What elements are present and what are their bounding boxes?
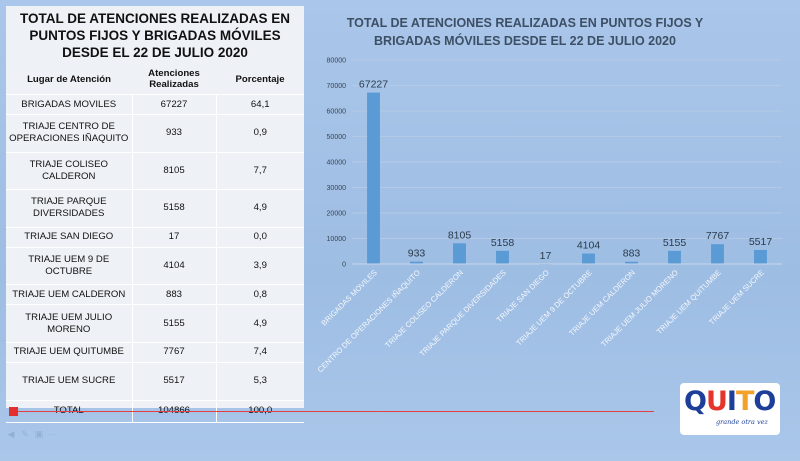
column-header-count: Atenciones Realizadas: [132, 64, 216, 95]
bar: [496, 250, 509, 264]
logo-wordmark: QUITO: [684, 386, 776, 417]
data-label: 5158: [491, 237, 515, 249]
cell-place: TRIAJE PARQUE DIVERSIDADES: [6, 189, 133, 228]
table-row: TRIAJE UEM CALDERON 883 0,8: [6, 284, 304, 306]
x-tick-label: TRIAJE PARQUE DIVERSIDADES: [418, 268, 508, 358]
previous-icon[interactable]: ◀: [7, 429, 15, 439]
attention-table: Lugar de Atención Atenciones Realizadas …: [6, 64, 304, 423]
cell-count: 883: [132, 284, 217, 306]
cell-percentage: 5,3: [216, 362, 304, 401]
data-label: 7767: [706, 230, 730, 242]
y-tick-label: 10000: [327, 236, 347, 243]
cell-place: TRIAJE UEM QUITUMBE: [6, 342, 133, 363]
y-tick-label: 60000: [327, 109, 347, 116]
table-row: TRIAJE UEM JULIO MORENO 5155 4,9: [6, 304, 304, 343]
bar: [453, 243, 466, 264]
column-header-percentage: Porcentaje: [216, 64, 304, 95]
y-tick-label: 50000: [327, 134, 347, 141]
logo-tagline: grande otra vez: [716, 418, 768, 426]
cell-percentage: 64,1: [216, 94, 304, 115]
table-header-row: Lugar de Atención Atenciones Realizadas …: [6, 64, 304, 95]
cell-percentage: 0,8: [216, 284, 304, 306]
data-label: 5155: [663, 237, 687, 249]
chart-title: TOTAL DE ATENCIONES REALIZADAS EN PUNTOS…: [346, 16, 704, 48]
slides-icon[interactable]: ▣: [34, 429, 44, 439]
cell-count: 8105: [132, 152, 217, 191]
y-tick-label: 70000: [327, 83, 347, 90]
table-row: BRIGADAS MOVILES 67227 64,1: [6, 94, 304, 115]
data-label: 4104: [577, 240, 601, 252]
table-row: TRIAJE PARQUE DIVERSIDADES 5158 4,9: [6, 189, 304, 228]
cell-place: TRIAJE UEM JULIO MORENO: [6, 304, 133, 343]
cell-percentage: 7,7: [216, 152, 304, 191]
player-controls: ◀ ✎ ▣ ⋯: [6, 430, 58, 439]
cell-place: TRIAJE COLISEO CALDERON: [6, 152, 133, 191]
column-header-place: Lugar de Atención: [6, 64, 132, 95]
pen-icon[interactable]: ✎: [21, 429, 29, 439]
data-label: 933: [408, 248, 426, 260]
cell-count: 67227: [132, 94, 217, 115]
x-tick-label: TRIAJE COLISEO CALDERON: [383, 268, 465, 350]
cell-count: 5517: [132, 362, 217, 401]
cell-place: TRIAJE SAN DIEGO: [6, 227, 133, 248]
data-label: 883: [623, 248, 641, 260]
cell-place: TRIAJE UEM SUCRE: [6, 362, 133, 401]
y-tick-label: 30000: [327, 185, 347, 192]
cell-count: 5155: [132, 304, 217, 343]
table-row: TRIAJE COLISEO CALDERON 8105 7,7: [6, 152, 304, 191]
data-label: 8105: [448, 229, 472, 241]
bar: [625, 261, 638, 264]
bar: [582, 253, 595, 264]
cell-percentage: 7,4: [216, 342, 304, 363]
cell-place: TRIAJE UEM 9 DE OCTUBRE: [6, 247, 133, 286]
bar-chart: 0 10000 20000 30000 40000 50000 60000 70000 8000…: [316, 58, 782, 374]
cell-count: 933: [132, 114, 217, 153]
cell-count: 17: [132, 227, 217, 248]
progress-track[interactable]: [14, 411, 654, 412]
cell-place: BRIGADAS MOVILES: [6, 94, 133, 115]
bar: [711, 244, 724, 264]
x-tick-label: TRIAJE UEM JULIO MORENO: [599, 268, 680, 349]
quito-logo: QUITO grande otra vez: [680, 383, 780, 435]
more-icon[interactable]: ⋯: [48, 429, 58, 439]
bar: [367, 92, 380, 264]
table-row: TRIAJE UEM QUITUMBE 7767 7,4: [6, 342, 304, 363]
cell-percentage: 4,9: [216, 189, 304, 228]
table-row: TRIAJE SAN DIEGO 17 0,0: [6, 227, 304, 248]
attention-table-panel: TOTAL DE ATENCIONES REALIZADAS EN PUNTOS…: [6, 6, 304, 423]
bar: [668, 250, 681, 264]
cell-place: TRIAJE UEM CALDERON: [6, 284, 133, 306]
y-tick-label: 0: [342, 262, 346, 269]
y-tick-label: 40000: [327, 160, 347, 167]
bar: [754, 249, 767, 264]
table-row: TRIAJE CENTRO DE OPERACIONES IÑAQUITO 93…: [6, 114, 304, 153]
cell-percentage: 0,9: [216, 114, 304, 153]
data-label: 17: [540, 250, 552, 262]
y-tick-label: 80000: [327, 58, 347, 65]
cell-percentage: 0,0: [216, 227, 304, 248]
progress-handle[interactable]: [9, 407, 18, 416]
cell-count: 5158: [132, 189, 217, 228]
data-label: 5517: [749, 236, 773, 248]
y-tick-label: 20000: [327, 211, 347, 218]
cell-percentage: 4,9: [216, 304, 304, 343]
cell-place: TRIAJE CENTRO DE OPERACIONES IÑAQUITO: [6, 114, 133, 153]
cell-count: 4104: [132, 247, 217, 286]
x-tick-label: TRIAJE UEM 9 DE OCTUBRE: [514, 268, 593, 347]
cell-count: 7767: [132, 342, 217, 363]
table-title: TOTAL DE ATENCIONES REALIZADAS EN PUNTOS…: [19, 11, 290, 60]
table-row: TRIAJE UEM SUCRE 5517 5,3: [6, 362, 304, 401]
data-label: 67227: [359, 79, 388, 91]
cell-percentage: 3,9: [216, 247, 304, 286]
bar: [410, 261, 423, 264]
table-row: TRIAJE UEM 9 DE OCTUBRE 4104 3,9: [6, 247, 304, 286]
